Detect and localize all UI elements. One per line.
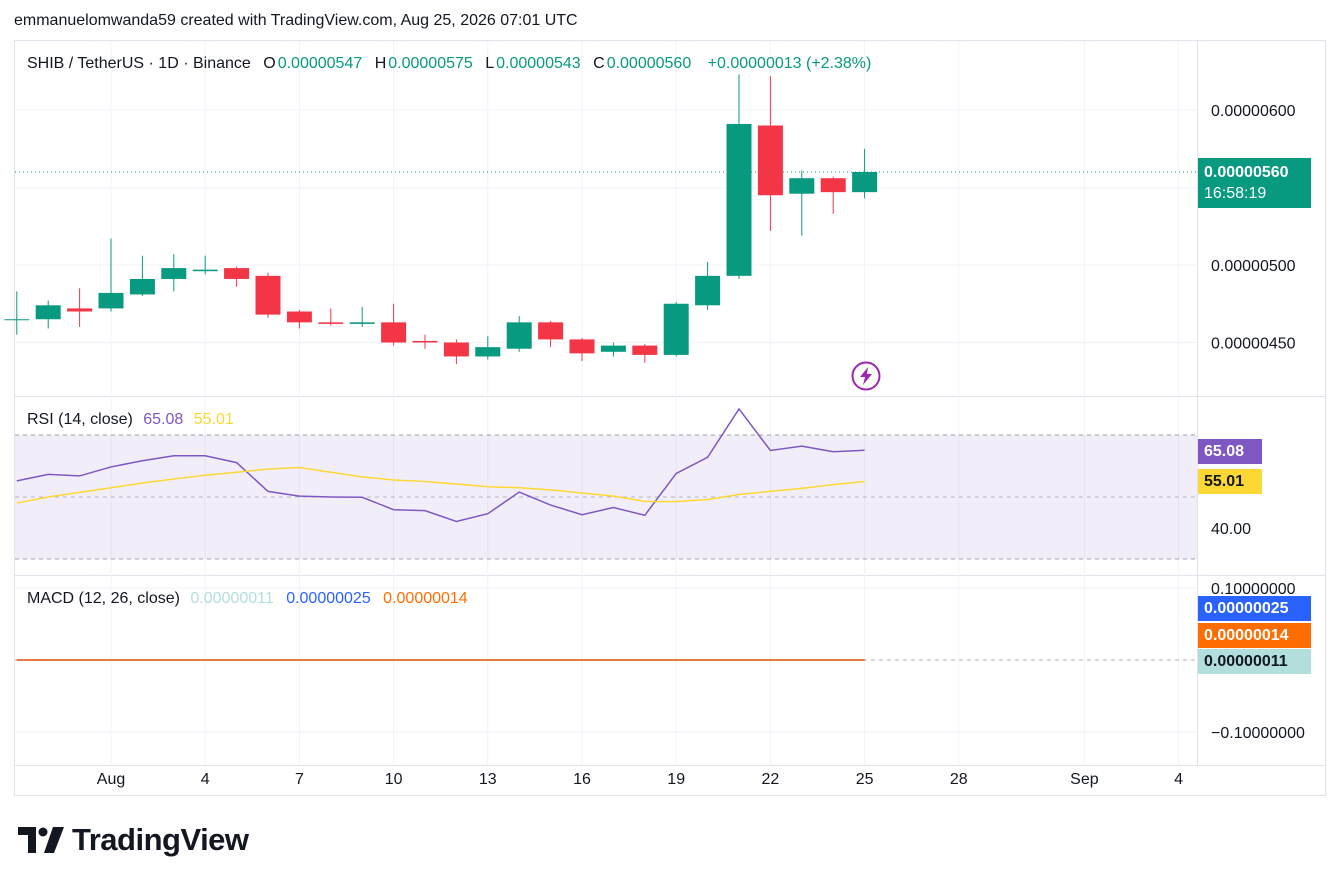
- candle-body: [757, 125, 783, 196]
- macd-title[interactable]: MACD (12, 26, close): [27, 590, 180, 607]
- candle-body: [726, 123, 752, 276]
- candle-body: [506, 322, 532, 349]
- candle-body: [600, 345, 626, 352]
- candle-body: [4, 319, 30, 321]
- macd-hist-value: 0.00000011: [190, 590, 274, 607]
- candle-body: [286, 311, 312, 323]
- macd-axis-label: −0.10000000: [1211, 725, 1305, 742]
- candle-body: [663, 303, 689, 355]
- time-axis-label: 7: [295, 771, 304, 788]
- time-axis-label: Sep: [1070, 771, 1099, 788]
- rsi-band-layer: [15, 434, 1197, 560]
- candle-body: [129, 278, 155, 295]
- price-change: +0.00000013 (+2.38%): [707, 55, 872, 72]
- time-axis-label: Aug: [97, 771, 125, 788]
- candle-body: [852, 172, 878, 193]
- current-price-value: 0.00000560: [1204, 164, 1289, 181]
- candle-body: [569, 339, 595, 354]
- price-legend: SHIB / TetherUS · 1D · Binance O 0.000005…: [27, 55, 873, 73]
- macd-hist-tag: 0.00000011: [1198, 649, 1311, 674]
- chart-frame: [14, 40, 1326, 796]
- rsi-layer: [16, 407, 865, 523]
- time-axis-label: 25: [856, 771, 874, 788]
- candle-body: [67, 308, 93, 312]
- candle-body: [538, 322, 564, 340]
- tradingview-logo[interactable]: TradingView: [18, 822, 249, 858]
- time-axis-label: 16: [573, 771, 591, 788]
- macd-signal-tag: 0.00000014: [1198, 623, 1311, 648]
- price-axis-label: 0.00000450: [1211, 336, 1296, 353]
- rsi-line: [16, 407, 865, 523]
- bar-countdown: 16:58:19: [1204, 185, 1267, 202]
- symbol-title[interactable]: SHIB / TetherUS · 1D · Binance: [27, 55, 251, 72]
- candle-body: [381, 322, 407, 343]
- candle-body: [98, 292, 124, 309]
- time-axis-label: 22: [762, 771, 780, 788]
- macd-line-tag: 0.00000025: [1198, 596, 1311, 621]
- ohlc-high-label: H: [374, 55, 387, 72]
- macd-line-value: 0.00000025: [286, 590, 371, 607]
- candle-body: [475, 347, 501, 357]
- time-axis-label: 28: [950, 771, 968, 788]
- candles-layer: [4, 74, 1197, 365]
- candle-body: [161, 268, 187, 279]
- candle-body: [820, 178, 846, 193]
- rsi-legend: RSI (14, close) 65.08 55.01: [27, 411, 236, 429]
- ohlc-low: 0.00000543: [496, 55, 581, 72]
- candle-body: [443, 342, 469, 357]
- candle-body: [412, 340, 438, 343]
- ohlc-close-label: C: [593, 55, 605, 72]
- rsi-ma-value: 55.01: [193, 411, 234, 428]
- ohlc-low-label: L: [485, 55, 495, 72]
- rsi-axis-label: 40.00: [1211, 521, 1251, 538]
- rsi-ma-line: [16, 466, 865, 504]
- time-axis-label: 19: [667, 771, 685, 788]
- axis-layer: 0.00000600 0.00000500 0.00000450 40.00 0.100…: [1211, 103, 1305, 742]
- time-axis-label: 10: [385, 771, 403, 788]
- candle-body: [789, 178, 815, 194]
- candle-body: [35, 305, 61, 320]
- time-axis-label: 13: [479, 771, 497, 788]
- ohlc-open-label: O: [263, 55, 276, 72]
- current-price-tag: 0.00000560 16:58:19: [1198, 158, 1311, 208]
- tradingview-logo-text: TradingView: [72, 822, 249, 857]
- rsi-title[interactable]: RSI (14, close): [27, 411, 133, 428]
- chart-credit: emmanuelomwanda59 created with TradingVi…: [14, 12, 578, 29]
- rsi-value: 65.08: [143, 411, 184, 428]
- macd-legend: MACD (12, 26, close) 0.00000011 0.000000…: [27, 590, 470, 608]
- candle-body: [695, 275, 721, 306]
- rsi-value-tag: 65.08: [1198, 439, 1262, 464]
- candle-body: [255, 275, 281, 315]
- time-axis-label: 4: [1174, 771, 1183, 788]
- x-axis-layer: Aug 4 7 10 13 16 19 22 25 28 Sep 4: [97, 771, 1183, 788]
- rsi-ma-value-tag: 55.01: [1198, 469, 1262, 494]
- time-axis-label: 4: [201, 771, 210, 788]
- macd-axis-label: 0.10000000: [1211, 581, 1296, 598]
- candle-body: [192, 269, 218, 272]
- price-axis-label: 0.00000500: [1211, 258, 1296, 275]
- candle-body: [224, 268, 250, 279]
- candle-body: [318, 322, 344, 324]
- price-axis-label: 0.00000600: [1211, 103, 1296, 120]
- tradingview-logo-icon: [18, 827, 64, 853]
- ohlc-close: 0.00000560: [606, 55, 692, 72]
- ohlc-high: 0.00000575: [388, 55, 473, 72]
- candle-body: [632, 345, 658, 355]
- grid-layer: [15, 41, 1326, 766]
- candle-body: [349, 322, 375, 324]
- lightning-icon[interactable]: [851, 361, 881, 391]
- macd-signal-value: 0.00000014: [383, 590, 468, 607]
- ohlc-open: 0.00000547: [277, 55, 363, 72]
